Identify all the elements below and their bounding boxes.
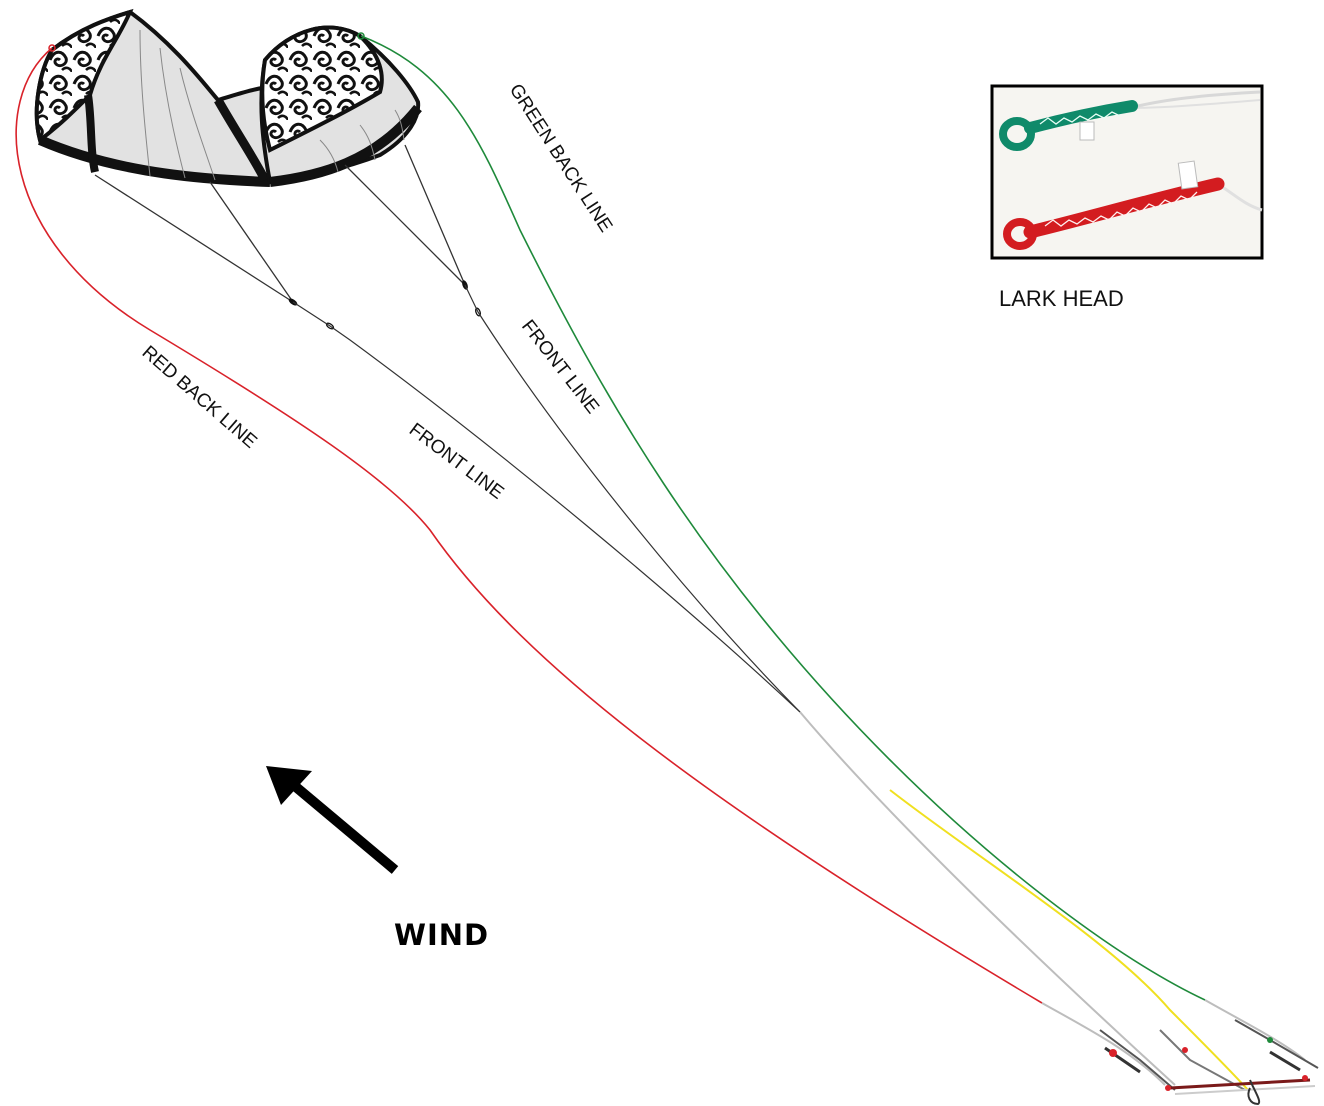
kite-left-tip-ring <box>48 44 56 52</box>
front-line-merged <box>799 711 1176 1086</box>
red-back-line <box>15 47 1043 1004</box>
kite-left-leading-edge <box>37 135 271 187</box>
front-line-right-label: FRONT LINE <box>517 316 603 418</box>
bridle-pulleys <box>288 280 481 330</box>
red-back-line-leader <box>1041 1002 1166 1086</box>
front-line-left-label: FRONT LINE <box>405 419 508 504</box>
wind-label: WIND <box>394 918 489 952</box>
kite-right-tip-ring <box>357 32 365 40</box>
bridle-lines <box>94 144 466 303</box>
kite-icon <box>34 8 422 187</box>
green-back-line-label: GREEN BACK LINE <box>505 80 616 236</box>
red-lark-head-photo <box>1003 160 1263 250</box>
front-line-left <box>292 301 801 713</box>
green-back-line <box>360 35 1206 1001</box>
kite-right-leading-edge <box>269 104 422 187</box>
arrow-up-left-icon <box>266 766 399 874</box>
kite-left-seams <box>139 29 216 181</box>
lark-head-inset <box>990 84 1264 260</box>
green-lark-head-photo <box>999 90 1261 151</box>
red-back-line-label: RED BACK LINE <box>138 342 261 453</box>
control-bar-icon <box>1099 1019 1319 1106</box>
front-line-right <box>464 284 801 713</box>
kite-right-seams <box>319 109 405 173</box>
green-back-line-leader <box>1204 999 1306 1061</box>
kite-left-strut-2 <box>214 97 270 183</box>
lark-head-label: LARK HEAD <box>999 286 1124 311</box>
kite-right-wingtip <box>260 25 384 153</box>
depower-line-yellow <box>889 789 1249 1091</box>
kite-left-strut-1 <box>84 94 99 173</box>
